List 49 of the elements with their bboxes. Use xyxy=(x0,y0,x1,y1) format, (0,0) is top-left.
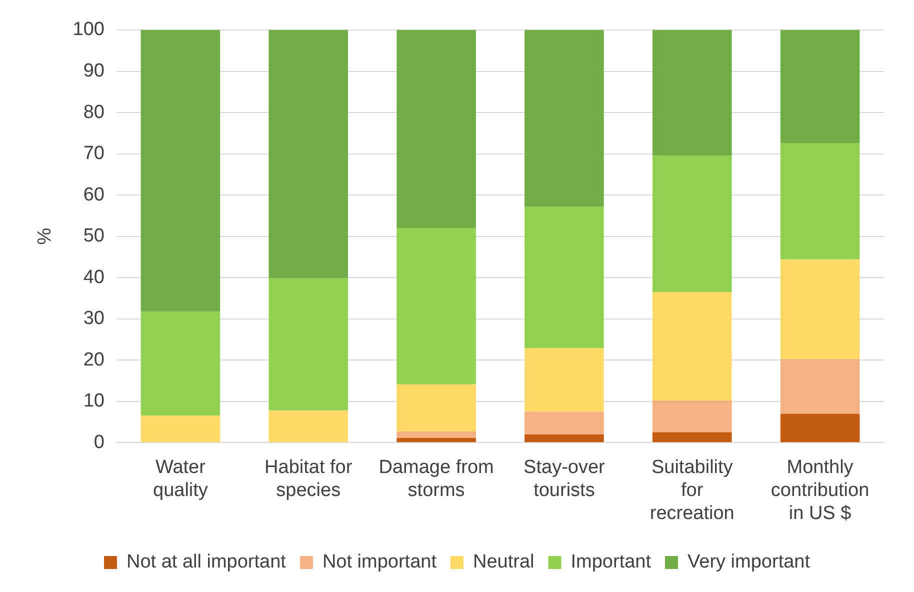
y-axis-title: % xyxy=(34,228,56,245)
bar xyxy=(780,143,860,260)
y-tick-label: 20 xyxy=(83,349,104,370)
bar xyxy=(524,412,604,434)
x-tick-label: Monthly contribution in US $ xyxy=(770,457,870,524)
y-tick-label: 70 xyxy=(83,143,104,164)
legend-label: Not important xyxy=(322,552,438,573)
bar xyxy=(268,30,348,278)
bar xyxy=(268,410,348,442)
x-tick-label: Stay-over tourists xyxy=(524,457,606,502)
bar xyxy=(652,292,732,401)
bar xyxy=(652,400,732,432)
bar xyxy=(396,431,476,438)
y-tick-label: 50 xyxy=(83,226,104,247)
legend-label: Not at all important xyxy=(126,552,287,573)
legend-label: Very important xyxy=(688,552,811,573)
x-tick-label: Water quality xyxy=(153,457,208,502)
legend-label: Important xyxy=(570,552,652,573)
bar xyxy=(524,206,604,348)
bar xyxy=(780,358,860,414)
y-tick-label: 0 xyxy=(94,432,104,453)
y-tick-label: 60 xyxy=(83,184,104,206)
x-tick-label: Suitability for recreation xyxy=(650,457,734,524)
y-tick-label: 30 xyxy=(83,308,104,330)
bar xyxy=(396,228,476,384)
bar xyxy=(524,434,604,442)
x-tick-label: Damage from storms xyxy=(378,457,494,502)
y-tick-label: 40 xyxy=(83,266,104,288)
x-tick-label: Habitat for species xyxy=(264,457,353,502)
bar xyxy=(780,414,860,442)
bar xyxy=(140,30,220,312)
bar xyxy=(268,278,348,410)
bar xyxy=(396,384,476,432)
y-tick-label: 100 xyxy=(72,19,104,40)
bar xyxy=(780,259,860,359)
bar xyxy=(396,30,476,228)
bar xyxy=(140,312,220,416)
bar xyxy=(652,30,732,156)
bar xyxy=(524,30,604,207)
legend-label: Neutral xyxy=(473,552,534,573)
bar xyxy=(652,432,732,442)
bar xyxy=(396,438,476,442)
bar xyxy=(780,30,860,144)
y-tick-label: 90 xyxy=(83,60,104,82)
bar xyxy=(652,156,732,292)
y-tick-label: 80 xyxy=(83,102,104,123)
bar xyxy=(524,348,604,412)
y-tick-label: 10 xyxy=(83,390,104,412)
bar xyxy=(140,416,220,442)
